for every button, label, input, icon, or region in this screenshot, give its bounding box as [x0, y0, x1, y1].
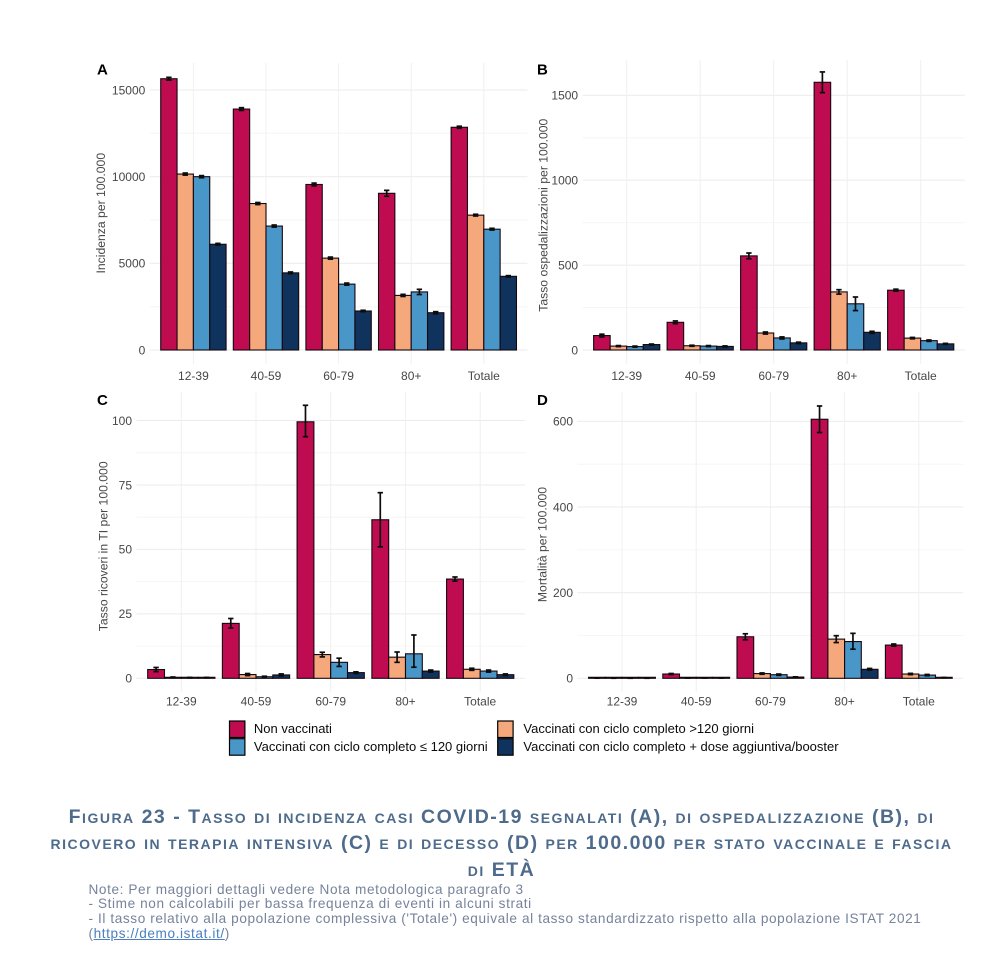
- svg-text:Totale: Totale: [905, 369, 937, 383]
- svg-text:80+: 80+: [837, 369, 857, 383]
- svg-text:Totale: Totale: [464, 695, 496, 709]
- svg-text:40-59: 40-59: [241, 695, 272, 709]
- svg-text:50: 50: [119, 543, 133, 557]
- svg-text:400: 400: [553, 500, 573, 514]
- svg-text:Tasso ricoveri in TI per 100.0: Tasso ricoveri in TI per 100.000: [96, 461, 110, 631]
- svg-text:C: C: [97, 392, 108, 409]
- svg-text:Non vaccinati: Non vaccinati: [254, 721, 332, 736]
- svg-text:100: 100: [112, 414, 132, 428]
- svg-text:Incidenza per 100.000: Incidenza per 100.000: [94, 153, 108, 274]
- svg-text:60-79: 60-79: [315, 695, 346, 709]
- svg-text:15000: 15000: [112, 83, 146, 97]
- svg-text:12-39: 12-39: [611, 369, 642, 383]
- svg-text:600: 600: [553, 415, 573, 429]
- svg-text:10000: 10000: [112, 170, 146, 184]
- svg-text:Tasso ospedalizzazioni per 100: Tasso ospedalizzazioni per 100.000: [537, 118, 551, 311]
- svg-text:200: 200: [553, 586, 573, 600]
- svg-text:12-39: 12-39: [607, 695, 638, 709]
- svg-text:500: 500: [558, 258, 578, 272]
- svg-text:40-59: 40-59: [681, 695, 712, 709]
- svg-text:12-39: 12-39: [178, 369, 209, 383]
- svg-text:Totale: Totale: [903, 695, 935, 709]
- svg-text:Mortalità per 100.000: Mortalità per 100.000: [536, 487, 550, 602]
- svg-text:0: 0: [566, 672, 573, 686]
- svg-text:80+: 80+: [401, 369, 421, 383]
- svg-text:0: 0: [125, 672, 132, 686]
- svg-text:60-79: 60-79: [755, 695, 786, 709]
- svg-text:80+: 80+: [395, 695, 415, 709]
- svg-text:D: D: [537, 392, 548, 409]
- svg-text:0: 0: [139, 343, 146, 357]
- svg-text:25: 25: [119, 607, 133, 621]
- svg-text:40-59: 40-59: [251, 369, 282, 383]
- svg-text:60-79: 60-79: [323, 369, 354, 383]
- svg-text:60-79: 60-79: [758, 369, 789, 383]
- svg-text:A: A: [97, 62, 108, 79]
- svg-text:0: 0: [571, 343, 578, 357]
- svg-text:1000: 1000: [551, 173, 578, 187]
- svg-text:Vaccinati con ciclo completo ≤: Vaccinati con ciclo completo ≤ 120 giorn…: [254, 739, 488, 754]
- svg-text:Vaccinati con ciclo completo >: Vaccinati con ciclo completo >120 giorni: [523, 721, 754, 736]
- svg-text:80+: 80+: [834, 695, 854, 709]
- svg-text:12-39: 12-39: [166, 695, 197, 709]
- svg-text:40-59: 40-59: [685, 369, 716, 383]
- svg-text:5000: 5000: [119, 257, 146, 271]
- svg-text:75: 75: [119, 478, 133, 492]
- svg-text:Totale: Totale: [468, 369, 500, 383]
- svg-text:Vaccinati con ciclo completo +: Vaccinati con ciclo completo + dose aggi…: [523, 739, 839, 754]
- svg-text:B: B: [537, 62, 548, 79]
- svg-text:1500: 1500: [551, 89, 578, 103]
